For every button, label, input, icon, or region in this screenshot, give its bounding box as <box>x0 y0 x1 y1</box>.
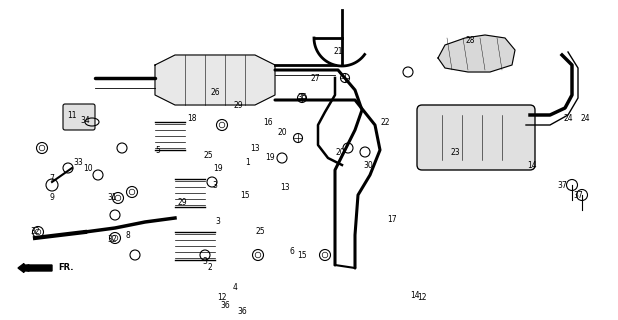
Text: 26: 26 <box>210 87 220 97</box>
FancyBboxPatch shape <box>417 105 535 170</box>
Text: 9: 9 <box>49 194 54 203</box>
Text: 20: 20 <box>335 148 345 156</box>
Text: 32: 32 <box>30 228 40 236</box>
Polygon shape <box>438 35 515 72</box>
Text: 17: 17 <box>387 215 397 225</box>
Text: 37: 37 <box>557 180 567 189</box>
Text: 3: 3 <box>203 258 208 267</box>
Text: 25: 25 <box>203 150 213 159</box>
Text: 1: 1 <box>245 157 250 166</box>
Text: 15: 15 <box>240 190 250 199</box>
Text: 2: 2 <box>208 263 213 273</box>
Text: 32: 32 <box>107 236 117 244</box>
Text: 13: 13 <box>250 143 260 153</box>
Text: 25: 25 <box>255 228 265 236</box>
Polygon shape <box>155 55 275 105</box>
Text: 27: 27 <box>310 74 320 83</box>
Text: 35: 35 <box>297 93 307 102</box>
Text: 19: 19 <box>265 154 275 163</box>
Text: 19: 19 <box>213 164 223 172</box>
Text: 20: 20 <box>277 127 287 137</box>
Text: 23: 23 <box>450 148 460 156</box>
Text: 33: 33 <box>73 157 83 166</box>
Text: 37: 37 <box>573 190 583 199</box>
Text: 3: 3 <box>216 218 221 227</box>
Text: 6: 6 <box>290 247 294 257</box>
Text: 3: 3 <box>213 180 218 189</box>
Text: 12: 12 <box>417 293 427 302</box>
Text: 24: 24 <box>563 114 573 123</box>
FancyArrow shape <box>18 263 52 273</box>
Text: 30: 30 <box>363 161 373 170</box>
Text: 7: 7 <box>49 173 54 182</box>
Text: 12: 12 <box>218 293 227 302</box>
Text: 29: 29 <box>233 100 243 109</box>
Text: 10: 10 <box>83 164 93 172</box>
Text: 22: 22 <box>380 117 390 126</box>
Text: 8: 8 <box>125 230 130 239</box>
Text: FR.: FR. <box>58 263 74 273</box>
Text: 15: 15 <box>297 251 307 260</box>
Text: 31: 31 <box>107 194 117 203</box>
Text: 21: 21 <box>333 47 343 57</box>
Text: 13: 13 <box>280 183 290 193</box>
FancyBboxPatch shape <box>63 104 95 130</box>
Text: 34: 34 <box>80 116 90 124</box>
Text: 28: 28 <box>465 36 475 44</box>
Text: 29: 29 <box>177 197 187 206</box>
Text: 14: 14 <box>527 161 537 170</box>
Text: 36: 36 <box>237 308 247 316</box>
Text: 5: 5 <box>156 146 161 155</box>
Text: 11: 11 <box>67 110 77 119</box>
Text: 24: 24 <box>580 114 590 123</box>
Text: 18: 18 <box>187 114 197 123</box>
Text: 4: 4 <box>232 284 237 292</box>
Text: 36: 36 <box>220 300 230 309</box>
Text: 14: 14 <box>410 291 420 300</box>
Text: 16: 16 <box>263 117 273 126</box>
